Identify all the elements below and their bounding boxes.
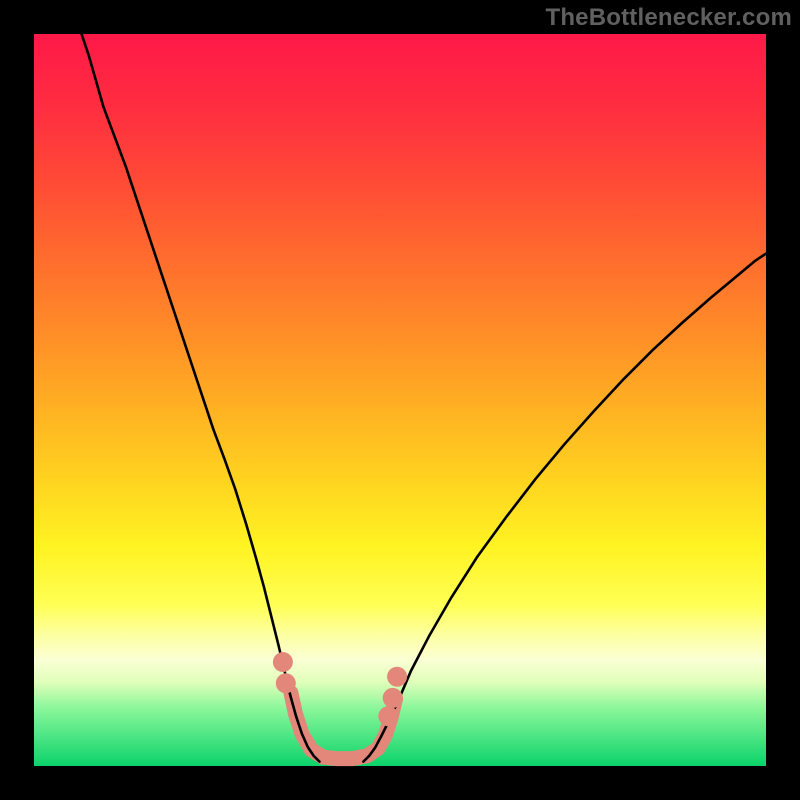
plot-svg <box>0 0 800 800</box>
marker-dot <box>383 688 403 708</box>
marker-dot <box>273 652 293 672</box>
marker-dot <box>387 667 407 687</box>
marker-dot <box>378 706 398 726</box>
marker-dot <box>276 673 296 693</box>
chart-frame: TheBottlenecker.com <box>0 0 800 800</box>
plot-area <box>0 0 800 800</box>
gradient-rect <box>34 34 766 766</box>
watermark-text: TheBottlenecker.com <box>545 4 792 32</box>
